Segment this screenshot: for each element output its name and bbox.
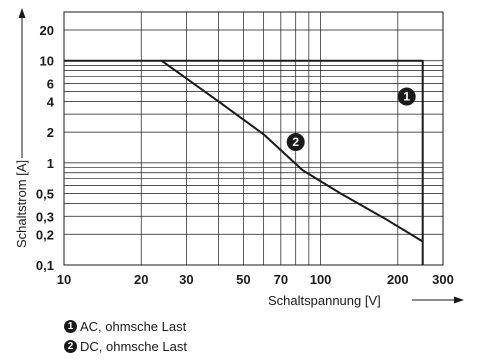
x-tick-label: 30: [179, 272, 193, 287]
y-tick-label: 20: [40, 23, 54, 38]
legend-label-ac: AC, ohmsche Last: [80, 319, 187, 334]
x-tick-label: 10: [57, 272, 71, 287]
y-axis-arrowhead: [18, 8, 26, 18]
series-marker-label: 1: [403, 90, 410, 104]
y-tick-label: 0,3: [36, 209, 54, 224]
x-tick-label: 70: [274, 272, 288, 287]
series-marker-1: [397, 87, 416, 106]
chart-svg: 12 10 20 30 50 70 100 200 3000,10,20,30,5124610…: [14, 8, 464, 308]
x-axis-label: Schaltspannung [V]: [268, 293, 381, 308]
grid: [63, 11, 444, 266]
y-axis-label: Schaltstrom [A]: [14, 160, 29, 248]
y-tick-label: 4: [47, 94, 55, 109]
x-tick-label: 100: [310, 272, 332, 287]
y-tick-label: 2: [47, 125, 54, 140]
series-layer: 12: [64, 59, 424, 265]
legend-marker-1: 1: [64, 320, 77, 333]
series-marker-2: [286, 133, 305, 152]
legend-label-dc: DC, ohmsche Last: [80, 339, 187, 354]
series-ac-line: [64, 59, 424, 265]
legend-item-dc: 2 DC, ohmsche Last: [64, 339, 187, 354]
axes: Schaltstrom [A] Schaltspannung [V]: [14, 8, 464, 308]
y-tick-label: 10: [40, 54, 54, 69]
y-tick-label: 0,2: [36, 227, 54, 242]
series-dc-line: [161, 59, 424, 243]
y-tick-label: 6: [47, 76, 54, 91]
x-axis-arrowhead: [454, 296, 464, 304]
legend-marker-2: 2: [64, 340, 77, 353]
series-marker-label: 2: [292, 135, 299, 149]
legend-item-ac: 1 AC, ohmsche Last: [64, 319, 186, 334]
x-tick-label: 20: [134, 272, 148, 287]
y-tick-label: 1: [47, 156, 54, 171]
x-tick-label: 200: [387, 272, 409, 287]
x-tick-label: 50: [236, 272, 250, 287]
y-tick-label: 0,1: [36, 258, 54, 273]
x-tick-label: 300: [432, 272, 454, 287]
y-tick-label: 0,5: [36, 187, 54, 202]
plot-frame: [63, 11, 444, 266]
